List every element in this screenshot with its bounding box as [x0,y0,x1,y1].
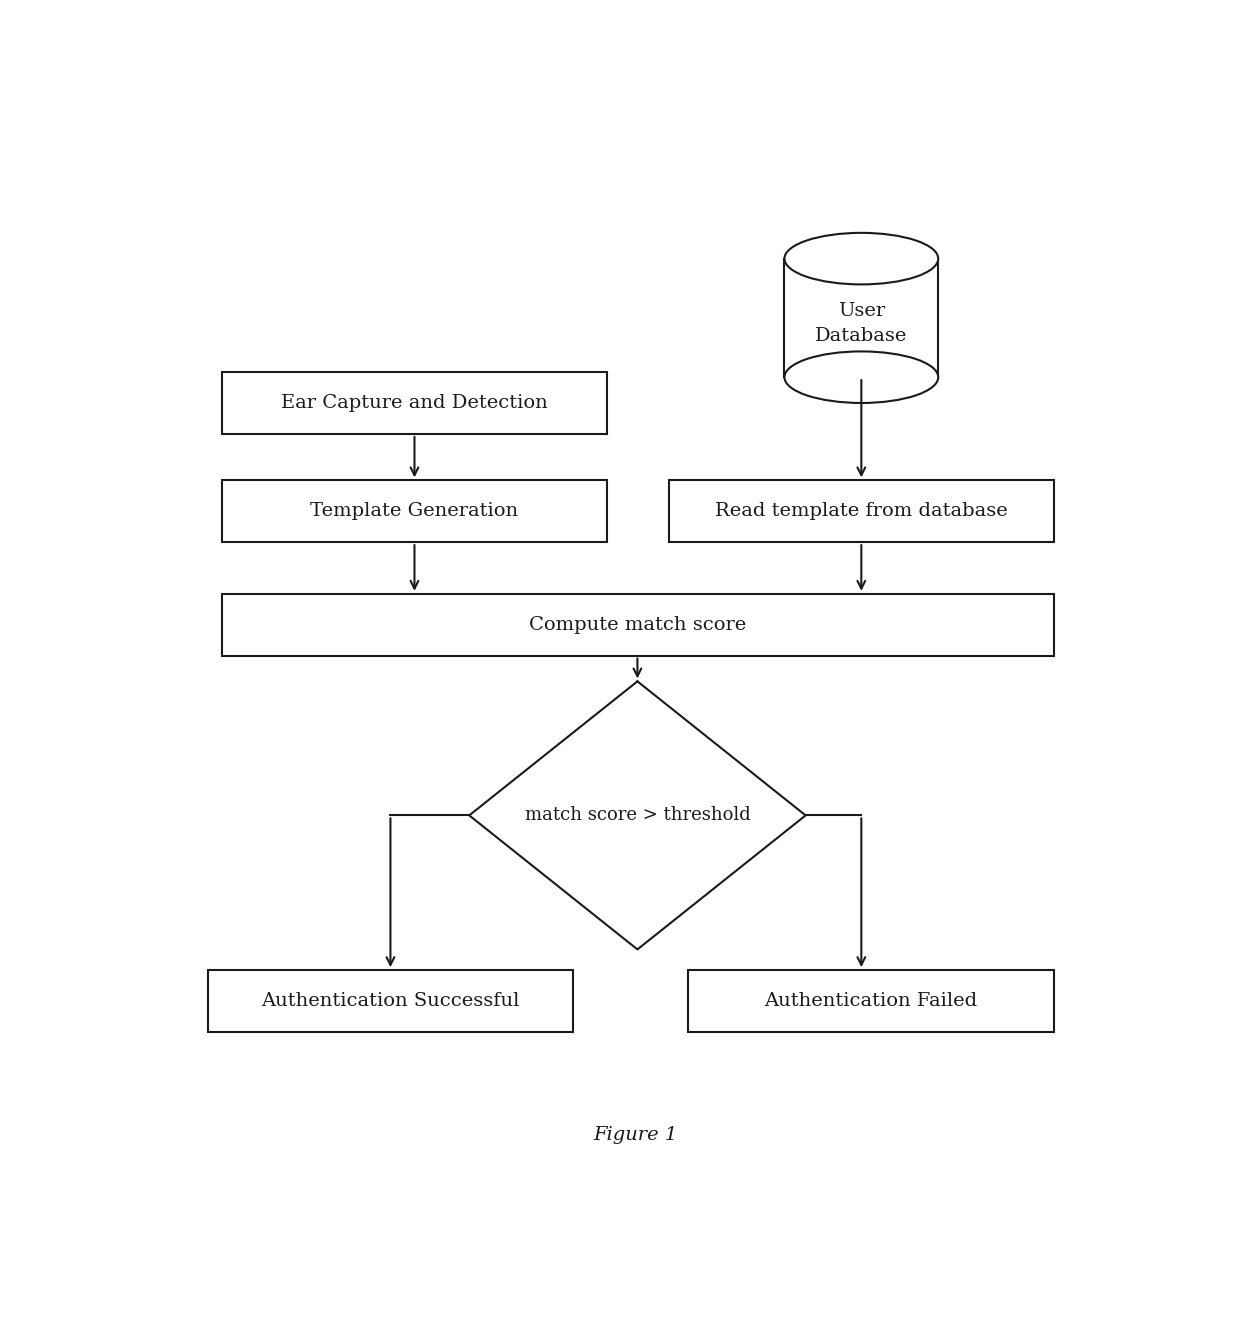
Polygon shape [469,682,806,949]
Text: Read template from database: Read template from database [715,502,1008,521]
Ellipse shape [785,351,939,403]
Text: Figure 1: Figure 1 [594,1126,677,1144]
Bar [688,969,1054,1032]
Text: Ear Capture and Detection: Ear Capture and Detection [281,394,548,412]
Text: match score > threshold: match score > threshold [525,806,750,825]
Ellipse shape [785,233,939,284]
Bar [222,481,606,542]
Text: Compute match score: Compute match score [529,616,746,633]
Text: Authentication Failed: Authentication Failed [764,992,977,1010]
Text: Authentication Successful: Authentication Successful [262,992,520,1010]
Bar [222,372,606,434]
Bar [222,593,1054,656]
Text: Template Generation: Template Generation [310,502,518,521]
Bar [208,969,573,1032]
Text: User
Database: User Database [815,301,908,344]
Bar [670,481,1054,542]
